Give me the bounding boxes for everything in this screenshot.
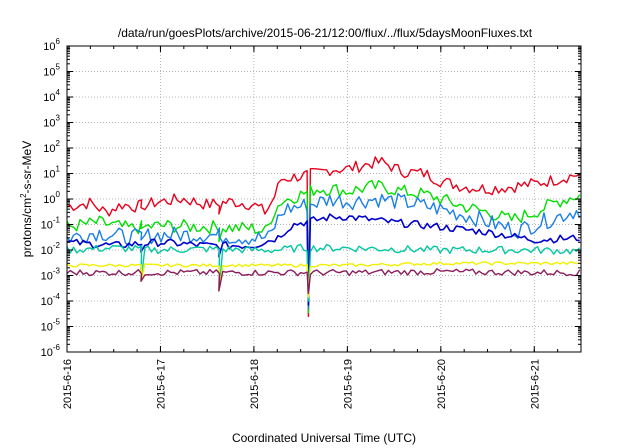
y-tick-label: 100 <box>43 190 60 206</box>
y-tick-label: 10-1 <box>41 216 61 232</box>
series-line-6 <box>66 261 580 298</box>
x-tick-label: 2015-6-18 <box>249 359 261 409</box>
y-tick-label: 10-5 <box>41 318 61 334</box>
x-axis: 2015-6-16 2015-6-17 2015-6-18 2015-6-19 2015… <box>62 46 582 409</box>
y-tick-label: 103 <box>43 114 60 130</box>
chart-title: /data/run/goesPlots/archive/2015-06-21/1… <box>118 26 533 40</box>
y-axis-label-sup: 2 <box>19 193 28 198</box>
x-tick-label: 2015-6-19 <box>342 359 354 409</box>
series-line-5 <box>66 243 581 302</box>
x-tick-label: 2015-6-17 <box>155 359 167 409</box>
y-tick-label: 104 <box>43 88 60 104</box>
x-axis-label: Coordinated Universal Time (UTC) <box>232 431 416 445</box>
y-axis-label-prefix: protons/cm <box>20 198 34 257</box>
grid <box>67 46 581 352</box>
x-tick-label: 2015-6-16 <box>62 359 74 409</box>
x-tick-label: 2015-6-20 <box>436 359 448 409</box>
x-tick-label: 2015-6-21 <box>529 359 541 409</box>
y-tick-label: 10-3 <box>41 267 61 283</box>
y-tick-label: 105 <box>43 63 60 79</box>
series-line-1 <box>66 156 581 318</box>
y-axis-label-suffix: -s-sr-MeV <box>20 141 34 194</box>
series-line-4 <box>66 213 580 306</box>
y-tick-label: 10-4 <box>41 292 61 308</box>
y-tick-label: 102 <box>43 139 60 155</box>
y-axis: 106 105 104 103 102 101 100 10-1 10-2 10-3 10-4 10-… <box>41 37 581 359</box>
y-axis-label: protons/cm2-s-sr-MeV <box>19 141 34 257</box>
y-tick-label: 10-6 <box>41 343 61 359</box>
y-tick-label: 101 <box>43 165 60 181</box>
series-group <box>66 156 581 318</box>
series-line-7 <box>66 268 581 295</box>
y-tick-label: 10-2 <box>41 241 61 257</box>
y-tick-label: 106 <box>43 37 60 53</box>
